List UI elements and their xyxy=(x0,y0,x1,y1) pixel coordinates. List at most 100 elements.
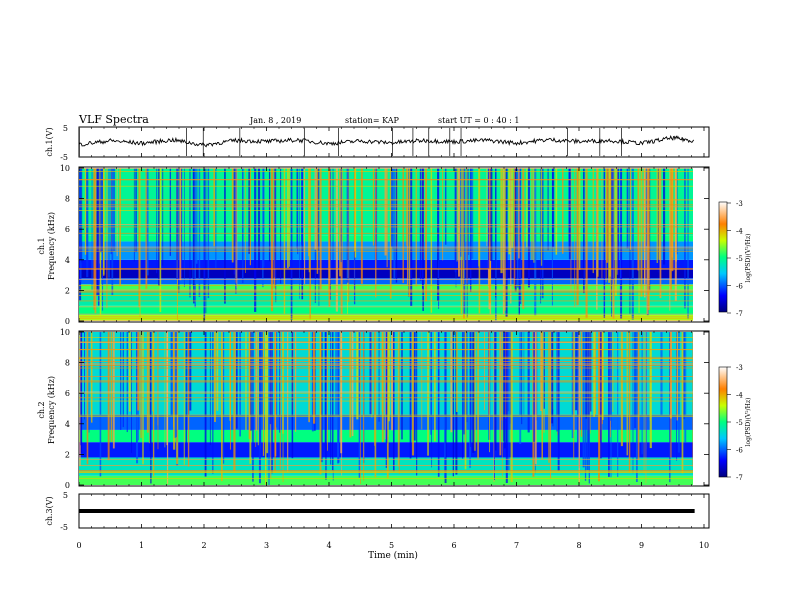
spectrogram-streak xyxy=(462,168,464,285)
spectrogram-streak xyxy=(79,168,82,282)
spectrogram-streak xyxy=(140,332,142,439)
spectrogram-streak xyxy=(146,168,149,276)
spectrogram-streak xyxy=(610,332,612,428)
spectrogram-line xyxy=(79,268,693,270)
spectrogram-line xyxy=(79,337,693,338)
spectrogram-streak xyxy=(526,168,528,248)
spectrogram-streak xyxy=(620,168,623,319)
spectrogram-streak xyxy=(330,332,332,465)
spectrogram-streak xyxy=(596,168,598,310)
colorbar-tick: -5 xyxy=(736,255,743,263)
xtick-label: 9 xyxy=(639,541,644,550)
ch2-spectrogram xyxy=(79,332,693,485)
chart-title: VLF Spectra xyxy=(78,113,149,126)
spectrogram-band-2 xyxy=(79,290,693,306)
spectrogram-streak xyxy=(657,168,659,273)
spectrogram-streak xyxy=(180,168,183,277)
spectrogram-streak xyxy=(421,168,423,289)
spectrogram-streak xyxy=(110,168,112,255)
spectrogram-streak xyxy=(471,168,474,259)
spectrogram-streak xyxy=(452,332,454,477)
spectrogram-streak xyxy=(674,168,677,301)
spectrogram-streak xyxy=(205,168,207,314)
spectrogram-streak xyxy=(157,332,159,450)
spectrogram-line xyxy=(79,291,693,293)
spectrogram-streak xyxy=(610,168,612,317)
spectrogram-streak xyxy=(269,332,272,425)
spectrogram-streak xyxy=(592,168,594,274)
spectrogram-streak xyxy=(578,332,581,483)
spectrogram-band-1 xyxy=(79,305,693,315)
spectrogram-streak xyxy=(521,332,523,425)
spectrogram-streak xyxy=(504,168,506,311)
colorbar-label: log(PSD)(V²/Hz) xyxy=(745,398,752,447)
spectrogram-line xyxy=(79,341,693,343)
spectrogram-streak xyxy=(91,168,93,291)
spectrogram-streak xyxy=(534,332,537,465)
spectrogram-streak xyxy=(593,332,596,417)
spectrogram-streak xyxy=(599,332,602,459)
spectrogram-streak xyxy=(534,168,537,316)
spec2-ytick: 6 xyxy=(65,389,70,398)
spectrogram-streak xyxy=(93,168,95,310)
spectrogram-streak xyxy=(358,332,361,478)
spectrogram-streak xyxy=(672,168,674,261)
spectrogram-streak xyxy=(283,168,286,314)
spectrogram-streak xyxy=(392,332,395,472)
ch1-waveform-line xyxy=(78,128,695,156)
spectrogram-streak xyxy=(649,332,652,449)
spectrogram-streak xyxy=(578,168,581,270)
spectrogram-streak xyxy=(137,332,140,411)
xtick-label: 10 xyxy=(699,541,709,550)
xtick-label: 7 xyxy=(514,541,519,550)
spectrogram-streak xyxy=(506,332,508,447)
spectrogram-streak xyxy=(500,168,503,274)
spectrogram-streak xyxy=(541,332,544,460)
spectrogram-streak xyxy=(266,332,269,454)
spectrogram-streak xyxy=(79,332,81,467)
spectrogram-streak xyxy=(588,332,590,484)
spectrogram-streak xyxy=(669,332,671,483)
spectrogram-streak xyxy=(116,168,118,257)
spectrogram-streak xyxy=(434,332,436,442)
spectrogram-streak xyxy=(576,168,579,306)
spectrogram-streak xyxy=(590,332,592,412)
spectrogram-streak xyxy=(98,168,100,306)
spectrogram-streak xyxy=(262,168,264,288)
spectrogram-streak xyxy=(303,168,306,284)
spectrogram-streak xyxy=(195,168,198,264)
spectrogram-streak xyxy=(102,168,104,311)
spectrogram-streak xyxy=(371,332,373,418)
spectrogram-line xyxy=(79,416,693,418)
spectrogram-streak xyxy=(415,168,417,287)
spectrogram-streak xyxy=(683,332,685,420)
spectrogram-streak xyxy=(669,332,672,419)
spectrogram-line xyxy=(79,470,693,472)
spectrogram-streak xyxy=(478,168,481,314)
spectrogram-streak xyxy=(681,332,684,474)
spectrogram-streak xyxy=(630,168,631,250)
colorbar-tick: -3 xyxy=(736,364,743,372)
spec2-ytick: 10 xyxy=(60,328,70,337)
spectrogram-line xyxy=(79,465,693,466)
spectrogram-streak xyxy=(501,332,503,477)
spectrogram-streak xyxy=(427,332,429,456)
spectrogram-streak xyxy=(444,168,447,245)
spectrogram-streak xyxy=(106,168,108,309)
xtick-label: 5 xyxy=(389,541,394,550)
spectrogram-streak xyxy=(684,168,686,309)
spectrogram-streak xyxy=(346,168,349,283)
spectrogram-streak xyxy=(594,332,597,415)
spectrogram-streak xyxy=(495,168,497,298)
spectrogram-streak xyxy=(611,168,614,280)
spectrogram-streak xyxy=(549,332,552,479)
spectrogram-streak xyxy=(113,168,115,252)
spectrogram-band-0 xyxy=(79,475,693,485)
spectrogram-streak xyxy=(239,332,241,437)
colorbar-tick: -4 xyxy=(736,228,743,236)
ch1-waveform-frame xyxy=(78,126,710,158)
spectrogram-streak xyxy=(540,168,543,266)
spectrogram-streak xyxy=(444,332,446,479)
spectrogram-line xyxy=(79,318,693,320)
